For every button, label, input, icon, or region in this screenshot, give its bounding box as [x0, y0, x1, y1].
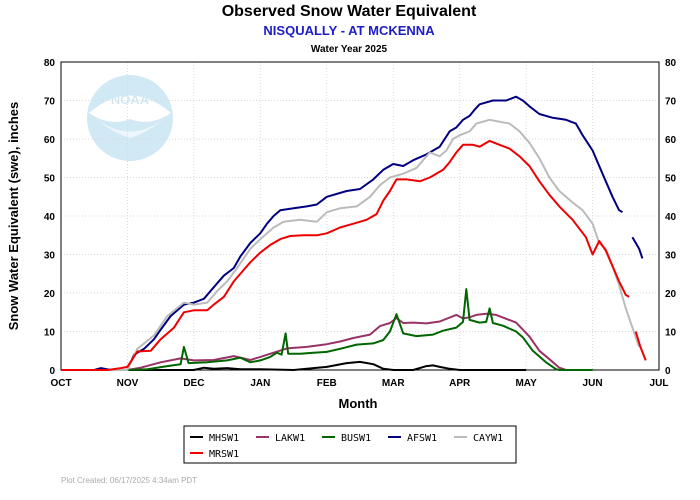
legend-item: BUSW1 — [322, 433, 371, 444]
y-tick-label-right: 70 — [665, 97, 677, 108]
y-tick-label-left: 40 — [44, 212, 56, 223]
y-tick-label-right: 80 — [665, 58, 677, 69]
series-line — [61, 360, 527, 371]
series-line — [61, 312, 593, 371]
x-axis-label: Month — [339, 396, 378, 411]
series-lakw1 — [61, 312, 593, 371]
legend-item: LAKW1 — [256, 433, 305, 444]
x-tick-label: DEC — [183, 378, 204, 389]
chart-title: Observed Snow Water Equivalent — [222, 3, 477, 20]
y-tick-label-right: 40 — [665, 212, 677, 223]
y-tick-label-left: 80 — [44, 58, 56, 69]
x-tick-label: APR — [449, 378, 471, 389]
x-tick-label: JUN — [583, 378, 603, 389]
y-tick-label-right: 50 — [665, 174, 677, 185]
legend-item: AFSW1 — [388, 433, 437, 444]
x-tick-label: NOV — [117, 378, 139, 389]
x-tick-label: JUL — [650, 378, 669, 389]
y-tick-label-left: 0 — [49, 366, 55, 377]
plot-frame — [60, 61, 660, 371]
y-axis-label: Snow Water Equivalent (swe), inches — [6, 102, 21, 331]
legend-label: BUSW1 — [341, 433, 371, 444]
series-afsw1 — [61, 95, 644, 371]
legend-item: MHSW1 — [190, 433, 239, 444]
legend: MHSW1 LAKW1 BUSW1 AFSW1 CAYW1 MRSW1 — [183, 425, 517, 464]
x-tick-label: MAR — [382, 378, 406, 389]
series-mhsw1 — [61, 360, 527, 371]
y-tick-label-right: 10 — [665, 328, 677, 339]
noaa-logo: NOAA — [87, 75, 173, 161]
y-tick-label-right: 0 — [665, 366, 671, 377]
x-tick-label: FEB — [317, 378, 337, 389]
series-line — [61, 95, 644, 371]
plot-created-footer: Plot Created: 06/17/2025 4:34am PDT — [61, 476, 197, 485]
legend-label: MHSW1 — [209, 433, 239, 444]
x-axis: OCT NOV DEC JAN FEB MAR APR MAY JUN JUL — [50, 378, 668, 389]
series-mrsw1 — [61, 139, 647, 371]
y-tick-label-right: 20 — [665, 289, 677, 300]
noaa-logo-text: NOAA — [111, 92, 150, 107]
y-tick-label-left: 60 — [44, 135, 56, 146]
legend-label: LAKW1 — [275, 433, 305, 444]
y-tick-label-left: 30 — [44, 251, 56, 262]
x-tick-label: MAY — [515, 378, 537, 389]
y-tick-label-left: 20 — [44, 289, 56, 300]
legend-label: MRSW1 — [209, 449, 239, 460]
series-cayw1 — [61, 118, 641, 371]
x-tick-label: OCT — [50, 378, 71, 389]
y-tick-label-left: 70 — [44, 97, 56, 108]
legend-item: MRSW1 — [190, 449, 239, 460]
series-busw1 — [61, 288, 593, 371]
legend-item: CAYW1 — [454, 433, 503, 444]
series-line — [61, 118, 641, 371]
chart-water-year: Water Year 2025 — [311, 44, 388, 55]
grid — [61, 62, 659, 370]
x-tick-label: JAN — [250, 378, 270, 389]
series-line — [61, 139, 647, 371]
y-tick-label-right: 30 — [665, 251, 677, 262]
series-line — [61, 288, 593, 371]
y-tick-label-right: 60 — [665, 135, 677, 146]
legend-label: CAYW1 — [473, 433, 503, 444]
y-axis-left: 0 10 20 30 40 50 60 70 80 — [44, 58, 56, 377]
y-tick-label-left: 10 — [44, 328, 56, 339]
chart-subtitle: NISQUALLY - AT MCKENNA — [263, 23, 435, 38]
series-layer — [61, 95, 647, 371]
y-axis-right: 0 10 20 30 40 50 60 70 80 — [665, 58, 677, 377]
legend-label: AFSW1 — [407, 433, 437, 444]
y-tick-label-left: 50 — [44, 174, 56, 185]
